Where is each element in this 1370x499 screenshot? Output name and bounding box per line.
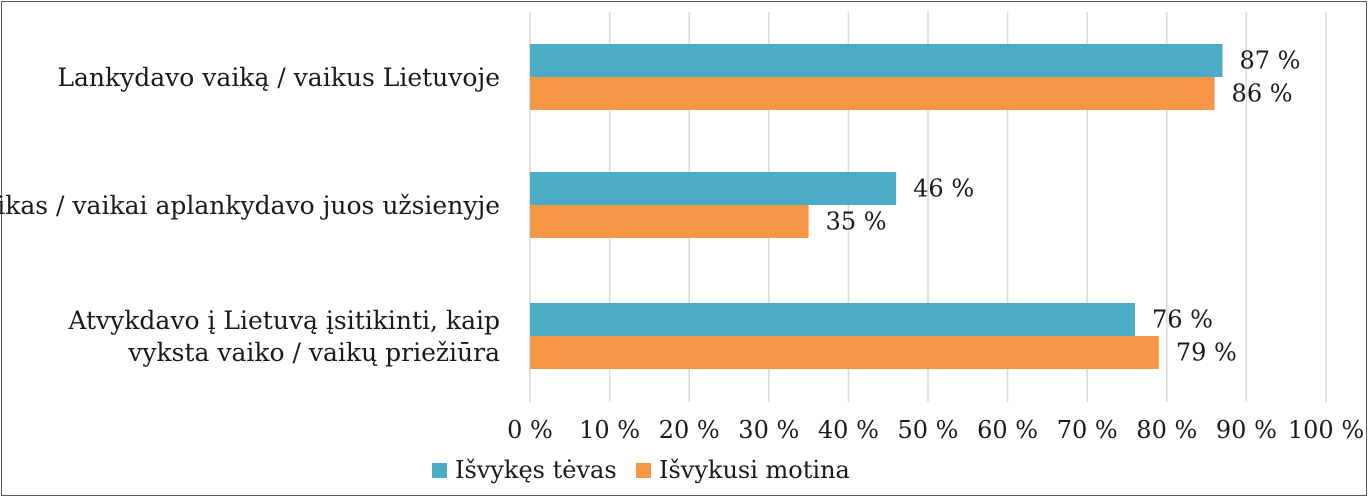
bars	[530, 44, 1223, 369]
x-tick-label-0: 0 %	[507, 416, 553, 444]
x-tick-label-9: 90 %	[1216, 416, 1277, 444]
legend-swatch-0	[432, 463, 447, 478]
legend: Išvykęs tėvas Išvykusi motina	[432, 456, 850, 484]
bar-series1-cat1	[530, 205, 809, 238]
x-tick-label-4: 40 %	[818, 416, 879, 444]
x-axis-ticks: 0 % 10 % 20 % 30 % 40 % 50 % 60 % 70 % 80 % 90 % 1…	[507, 416, 1364, 444]
bar-series0-cat1	[530, 172, 897, 205]
bar-series1-cat2	[530, 336, 1159, 369]
category-label-2-line-0: Atvykdavo į Lietuvą įsitikinti, kaip	[67, 306, 500, 335]
data-label-series1-cat0: 86 %	[1232, 80, 1293, 108]
category-label-1-line-0: Vaikas / vaikai aplankydavo juos užsieny…	[0, 191, 500, 220]
legend-label-1: Išvykusi motina	[659, 456, 850, 484]
category-label-0-line-0: Lankydavo vaiką / vaikus Lietuvoje	[57, 63, 500, 92]
legend-label-0: Išvykęs tėvas	[455, 456, 617, 484]
data-label-series1-cat2: 79 %	[1176, 339, 1237, 367]
data-label-series1-cat1: 35 %	[826, 208, 887, 236]
x-tick-label-1: 10 %	[579, 416, 640, 444]
bar-series0-cat2	[530, 303, 1135, 336]
data-label-series0-cat2: 76 %	[1152, 306, 1213, 334]
data-label-series0-cat1: 46 %	[913, 175, 974, 203]
x-tick-label-2: 20 %	[659, 416, 720, 444]
x-tick-label-3: 30 %	[738, 416, 799, 444]
x-tick-label-7: 70 %	[1057, 416, 1118, 444]
data-labels: 87 % 46 % 76 % 86 % 35 % 79 %	[826, 47, 1301, 367]
x-tick-label-8: 80 %	[1136, 416, 1197, 444]
category-label-2-line-1: vyksta vaiko / vaikų priežiūra	[127, 338, 500, 367]
x-tick-label-10: 100 %	[1288, 416, 1364, 444]
data-label-series0-cat0: 87 %	[1240, 47, 1301, 75]
category-labels: Lankydavo vaiką / vaikus Lietuvoje Vaikas…	[0, 63, 500, 367]
bar-series1-cat0	[530, 77, 1215, 110]
x-tick-label-6: 60 %	[977, 416, 1038, 444]
legend-swatch-1	[636, 463, 651, 478]
bar-series0-cat0	[530, 44, 1223, 77]
x-tick-label-5: 50 %	[898, 416, 959, 444]
